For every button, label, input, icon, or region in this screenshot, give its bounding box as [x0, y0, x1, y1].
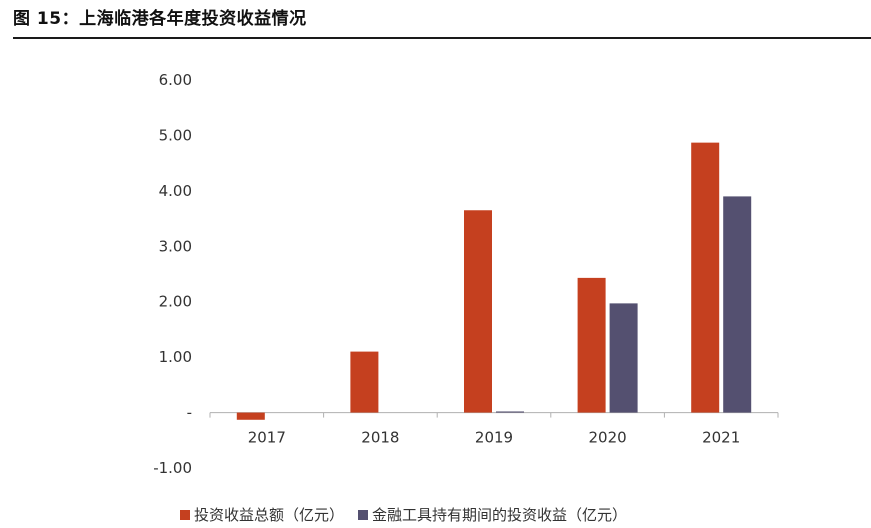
x-tick-label: 2020 — [589, 429, 627, 447]
bar-series2-2020 — [609, 303, 638, 413]
bar-series2-2021 — [723, 196, 752, 413]
x-tick-label: 2019 — [475, 429, 513, 447]
y-tick-label: - — [187, 404, 192, 422]
chart-title: 图 15：上海临港各年度投资收益情况 — [13, 9, 307, 29]
bar-series1-2018 — [350, 351, 379, 413]
y-tick-label: 1.00 — [159, 348, 192, 366]
y-tick-label: 5.00 — [159, 126, 192, 144]
y-tick-label: 3.00 — [159, 237, 192, 255]
bar-series1-2019 — [464, 210, 492, 413]
x-tick-label: 2017 — [248, 429, 286, 447]
x-tick-label: 2018 — [361, 429, 399, 447]
y-tick-label: 4.00 — [159, 182, 192, 200]
legend-label-series1: 投资收益总额（亿元） — [194, 506, 345, 524]
legend-swatch-series2 — [358, 509, 369, 520]
legend-swatch-series1 — [180, 509, 190, 520]
bar-series2-2019 — [496, 411, 524, 413]
y-tick-label: 6.00 — [159, 71, 192, 89]
bar-series1-2021 — [691, 142, 720, 413]
title-underline — [13, 37, 871, 39]
bar-series1-2020 — [577, 277, 606, 413]
y-tick-label: 2.00 — [159, 293, 192, 311]
legend-item-series2: 金融工具持有期间的投资收益（亿元） — [358, 504, 627, 525]
bar-series1-2017 — [236, 412, 265, 420]
legend-label-series2: 金融工具持有期间的投资收益（亿元） — [372, 506, 628, 524]
y-tick-label: -1.00 — [153, 459, 192, 477]
x-tick-label: 2021 — [702, 429, 740, 447]
legend-item-series1: 投资收益总额（亿元） — [180, 504, 344, 525]
legend: 投资收益总额（亿元） 金融工具持有期间的投资收益（亿元） — [180, 504, 641, 525]
